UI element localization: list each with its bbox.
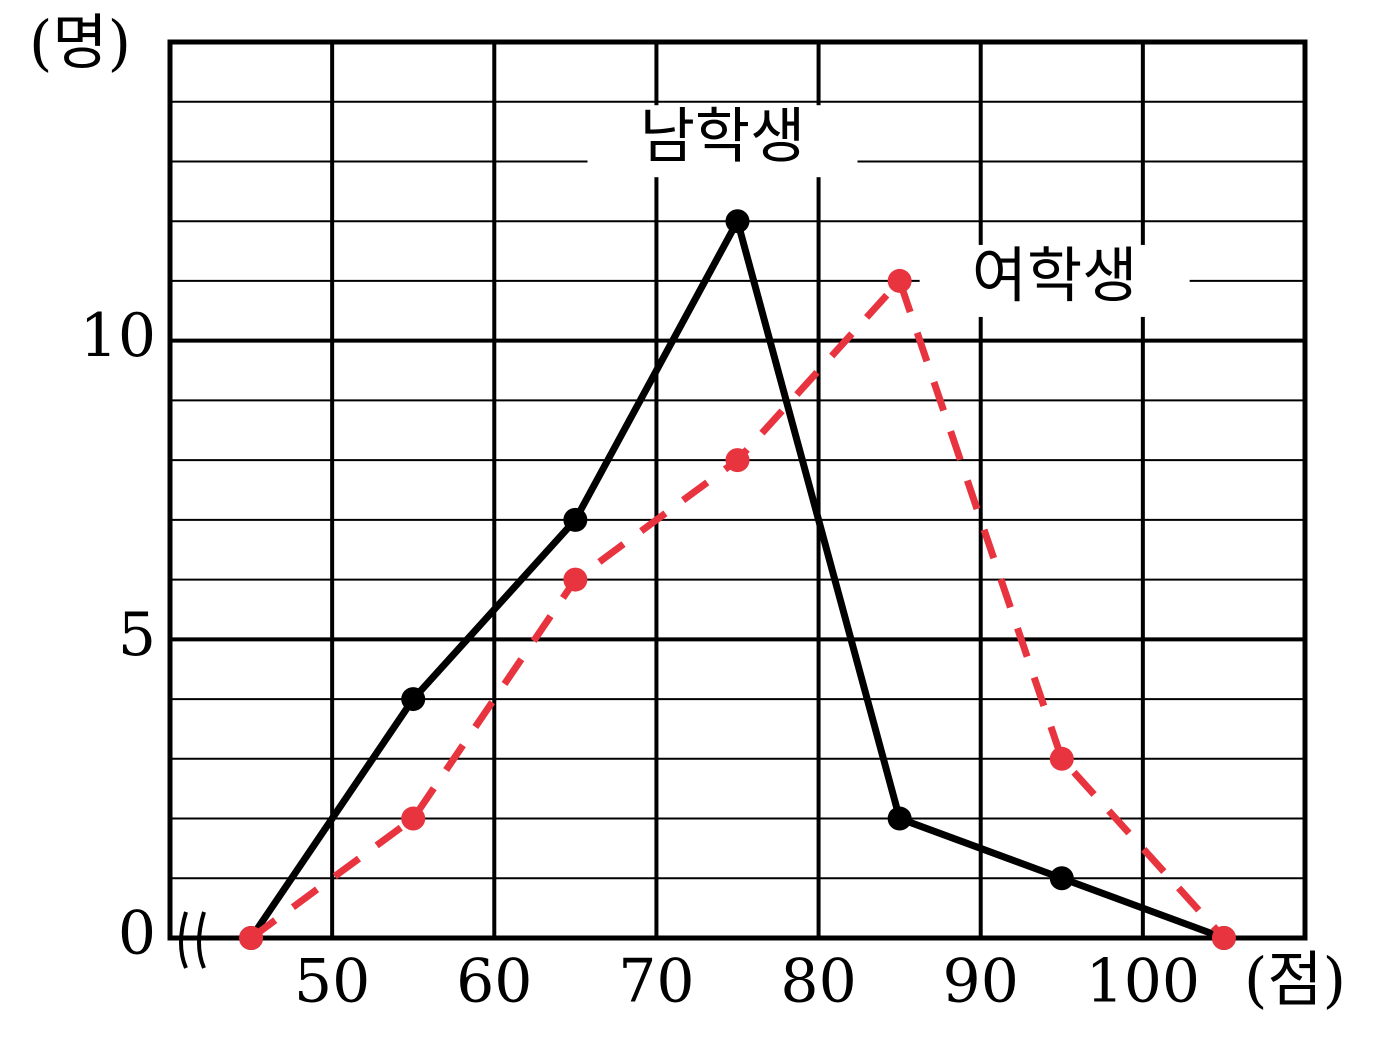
point xyxy=(401,806,426,831)
point xyxy=(1049,746,1074,771)
label-bg xyxy=(587,105,858,178)
x-tick-label: 90 xyxy=(943,947,1019,1017)
series-line xyxy=(248,274,1227,941)
y-tick-label: 5 xyxy=(118,600,156,670)
y-tick-label: 10 xyxy=(80,301,156,371)
point xyxy=(563,507,588,532)
plot-frame xyxy=(167,39,1308,941)
point xyxy=(401,687,426,712)
x-tick-label: 100 xyxy=(1086,947,1201,1017)
series-label: 남학생 xyxy=(640,102,806,172)
point xyxy=(725,448,750,473)
series-label: 여학생 xyxy=(972,241,1138,311)
point xyxy=(1211,926,1236,950)
y-tick-label: 0 xyxy=(118,899,156,969)
y-axis-label: (명) xyxy=(29,9,131,79)
point xyxy=(239,926,264,950)
point xyxy=(1049,866,1074,891)
point xyxy=(887,806,912,831)
x-tick-label: 80 xyxy=(780,947,856,1017)
point xyxy=(887,268,912,293)
x-tick-label: 70 xyxy=(618,947,694,1017)
axis-break xyxy=(179,911,206,969)
x-tick-label: 60 xyxy=(456,947,532,1017)
x-tick-label: 50 xyxy=(294,947,370,1017)
x-axis-label: (점) xyxy=(1244,946,1346,1016)
point xyxy=(563,567,588,592)
label-bg xyxy=(919,244,1190,317)
point xyxy=(725,209,750,234)
